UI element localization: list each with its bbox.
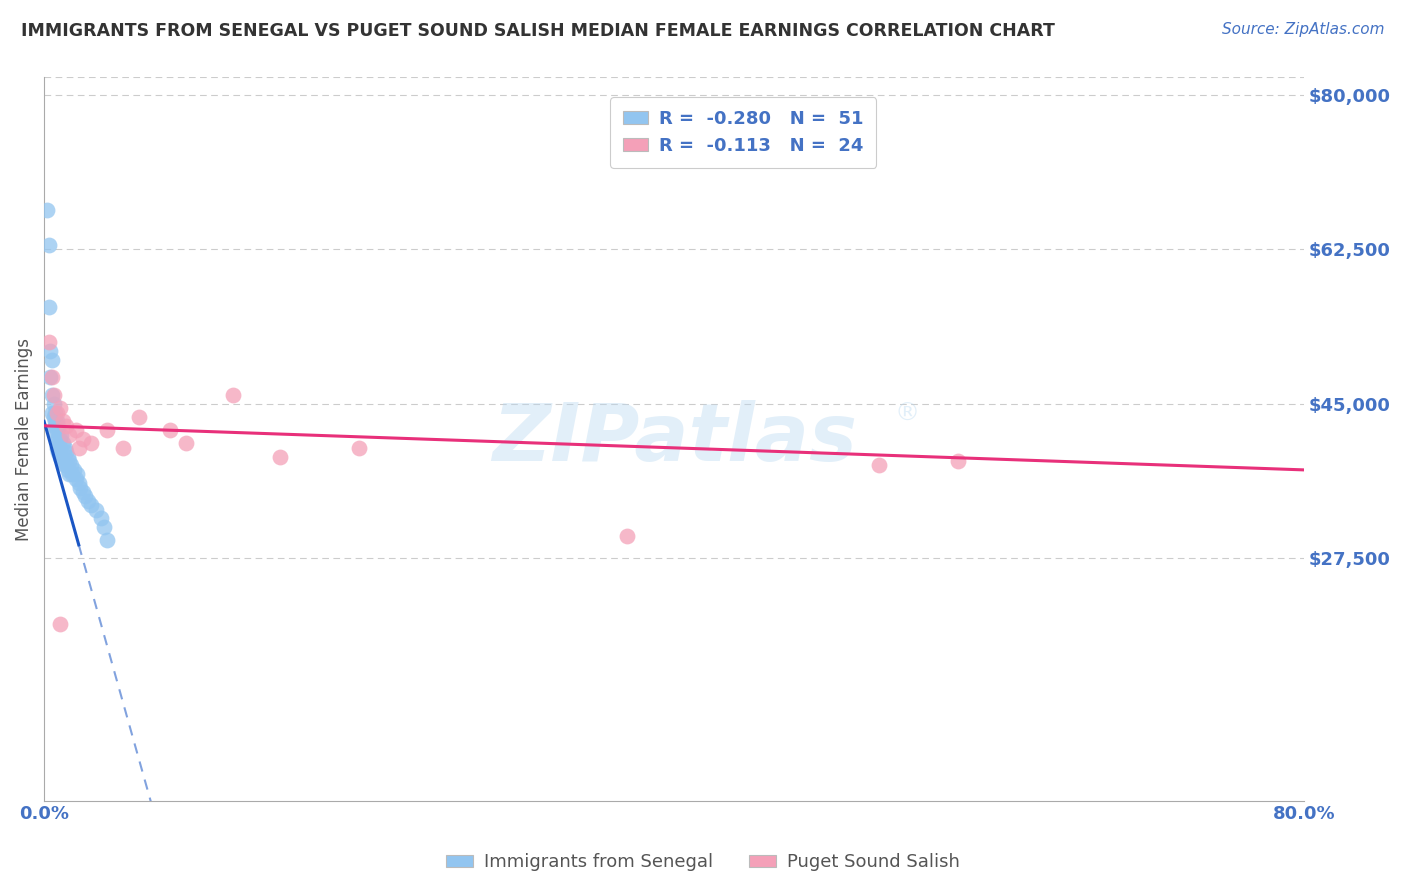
Point <box>44 414 66 428</box>
Point <box>269 450 291 464</box>
Point <box>49 617 72 632</box>
Point <box>52 436 75 450</box>
Text: IMMIGRANTS FROM SENEGAL VS PUGET SOUND SALISH MEDIAN FEMALE EARNINGS CORRELATION: IMMIGRANTS FROM SENEGAL VS PUGET SOUND S… <box>21 22 1054 40</box>
Point <box>42 397 65 411</box>
Point <box>128 409 150 424</box>
Point <box>55 445 77 459</box>
Point <box>63 463 86 477</box>
Point <box>347 441 370 455</box>
Text: ®: ® <box>894 401 920 425</box>
Point <box>111 441 134 455</box>
Text: ZIPatlas: ZIPatlas <box>492 400 856 478</box>
Point <box>51 450 73 464</box>
Point <box>46 445 69 459</box>
Point <box>49 432 72 446</box>
Legend: Immigrants from Senegal, Puget Sound Salish: Immigrants from Senegal, Puget Sound Sal… <box>439 847 967 879</box>
Point <box>56 450 79 464</box>
Point <box>45 423 67 437</box>
Point <box>46 432 69 446</box>
Point <box>39 370 62 384</box>
Point <box>222 388 245 402</box>
Point <box>53 441 76 455</box>
Point <box>65 472 87 486</box>
Point <box>58 427 80 442</box>
Point <box>55 418 77 433</box>
Point <box>42 409 65 424</box>
Point <box>80 498 103 512</box>
Point <box>58 467 80 482</box>
Text: Source: ZipAtlas.com: Source: ZipAtlas.com <box>1222 22 1385 37</box>
Point <box>868 458 890 473</box>
Point <box>38 300 60 314</box>
Point <box>45 414 67 428</box>
Point <box>80 436 103 450</box>
Point <box>38 238 60 252</box>
Point <box>174 436 197 450</box>
Point <box>66 467 89 482</box>
Point <box>41 388 63 402</box>
Point <box>45 441 67 455</box>
Point <box>37 202 59 217</box>
Point <box>93 520 115 534</box>
Point <box>69 481 91 495</box>
Point <box>58 454 80 468</box>
Point <box>49 441 72 455</box>
Point <box>46 418 69 433</box>
Legend: R =  -0.280   N =  51, R =  -0.113   N =  24: R = -0.280 N = 51, R = -0.113 N = 24 <box>610 97 876 168</box>
Point <box>96 423 118 437</box>
Point <box>65 423 87 437</box>
Point <box>53 458 76 473</box>
Point <box>56 463 79 477</box>
Point <box>946 454 969 468</box>
Point <box>62 467 84 482</box>
Point <box>72 432 94 446</box>
Point <box>59 458 82 473</box>
Point <box>41 352 63 367</box>
Point <box>45 432 67 446</box>
Point <box>39 343 62 358</box>
Point <box>96 533 118 548</box>
Point <box>77 493 100 508</box>
Point <box>45 406 67 420</box>
Point <box>49 450 72 464</box>
Point <box>51 427 73 442</box>
Point <box>84 502 107 516</box>
Point <box>52 454 75 468</box>
Point <box>44 418 66 433</box>
Point <box>159 423 181 437</box>
Point <box>52 414 75 428</box>
Point <box>616 529 638 543</box>
Point <box>67 441 90 455</box>
Point <box>41 370 63 384</box>
Point <box>90 511 112 525</box>
Point <box>38 334 60 349</box>
Point <box>42 423 65 437</box>
Y-axis label: Median Female Earnings: Median Female Earnings <box>15 337 32 541</box>
Point <box>73 489 96 503</box>
Point <box>72 485 94 500</box>
Point <box>55 458 77 473</box>
Point <box>44 406 66 420</box>
Point <box>67 476 90 491</box>
Point <box>49 401 72 416</box>
Point <box>41 406 63 420</box>
Point <box>42 388 65 402</box>
